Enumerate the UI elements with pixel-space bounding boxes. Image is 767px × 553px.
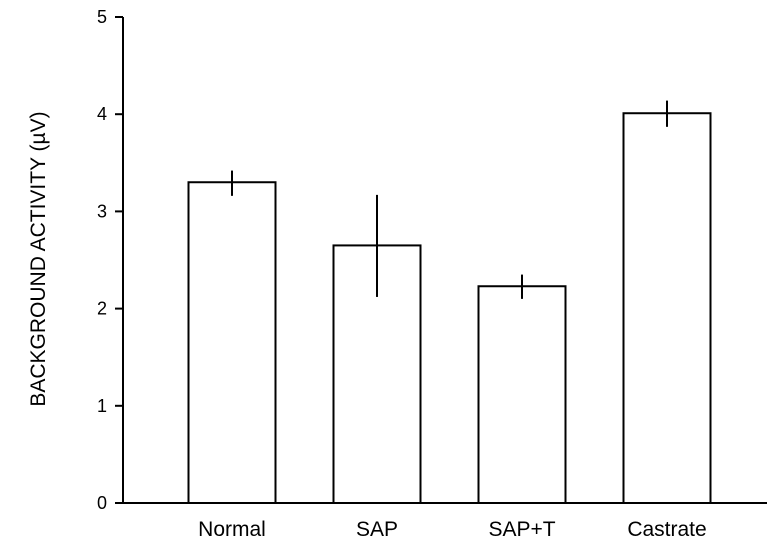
bars: [187, 112, 712, 505]
bar: [187, 181, 277, 505]
x-tick-labels: Normal SAP SAP+T Castrate: [198, 518, 707, 541]
y-tick-label: 5: [97, 7, 107, 27]
x-tick-label: Castrate: [627, 518, 706, 541]
y-ticks: 0 1 2 3 4 5: [97, 7, 123, 513]
error-bars: [231, 100, 668, 299]
y-axis-label: BACKGROUND ACTIVITY (µV): [27, 111, 50, 406]
y-tick-label: 3: [97, 201, 107, 221]
bar: [622, 112, 712, 504]
y-tick-label: 4: [97, 104, 107, 124]
y-tick-label: 1: [97, 396, 107, 416]
y-tick-label: 0: [97, 493, 107, 513]
y-tick-label: 2: [97, 299, 107, 319]
x-tick-label: Normal: [198, 518, 266, 541]
x-tick-label: SAP+T: [488, 518, 555, 541]
bar: [477, 285, 567, 504]
x-tick-label: SAP: [356, 518, 398, 541]
